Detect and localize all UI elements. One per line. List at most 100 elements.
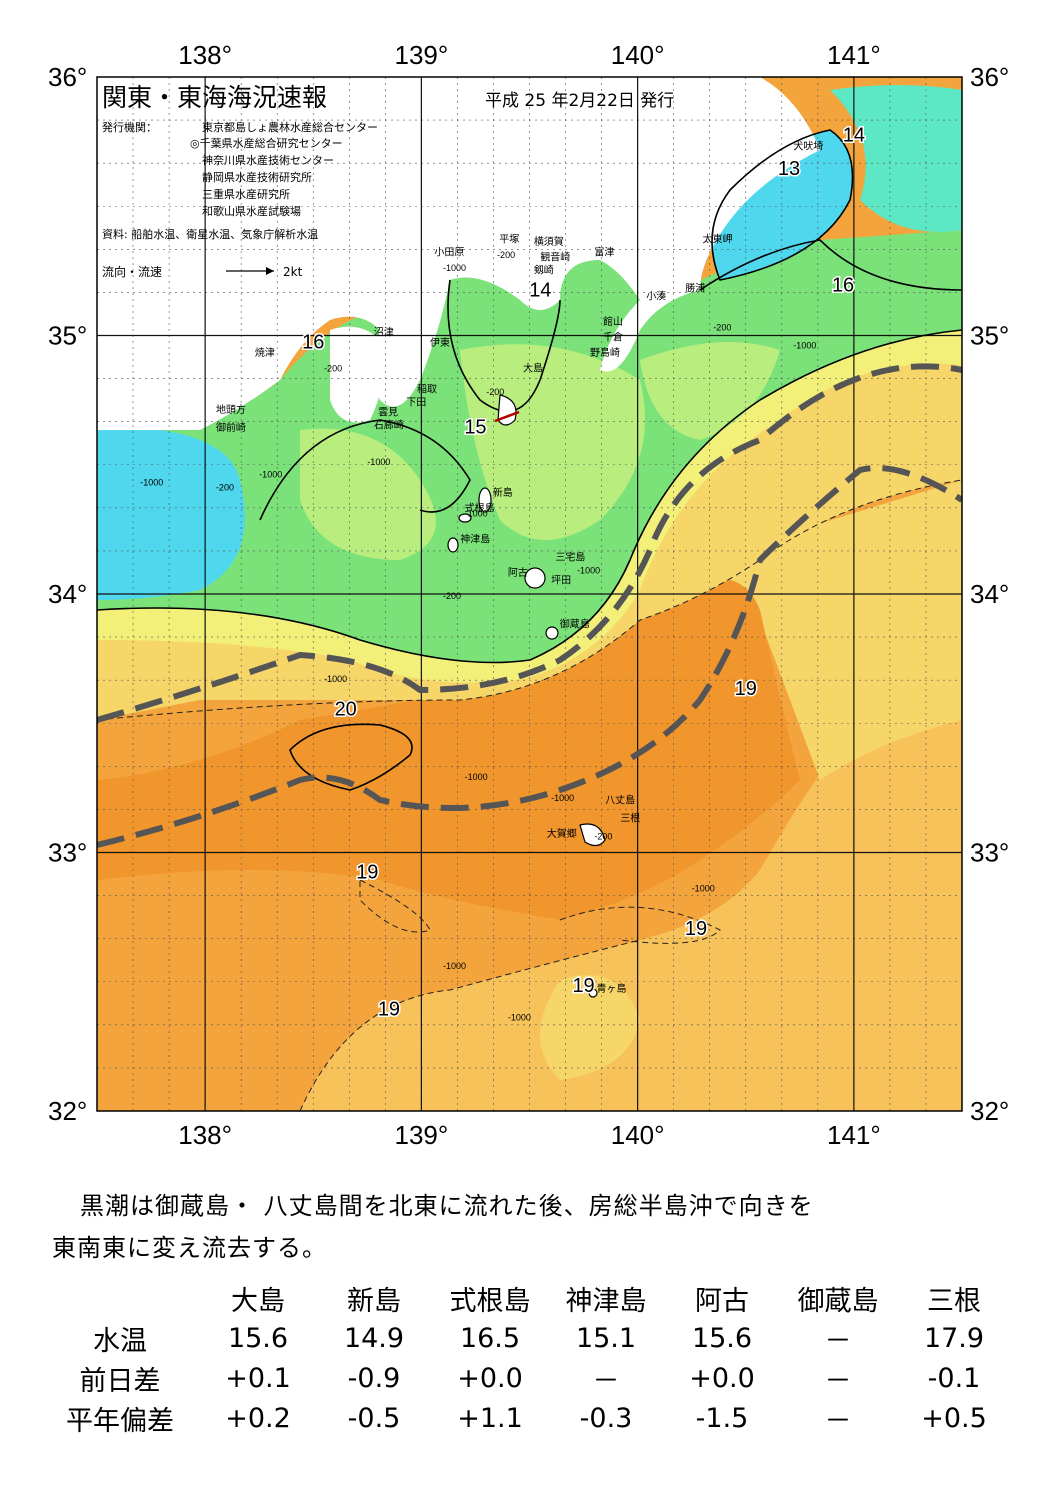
land-honshu bbox=[97, 77, 820, 430]
column-header: 神津島 bbox=[565, 1285, 647, 1317]
place-name: 富津 bbox=[594, 245, 614, 258]
publisher: 三重県水産研究所 bbox=[202, 187, 290, 201]
table-cell: -0.1 bbox=[927, 1362, 981, 1394]
depth-label: -1000 bbox=[508, 1013, 531, 1023]
column-header: 式根島 bbox=[449, 1285, 531, 1317]
publisher: 東京都島しょ農林水産総合センター bbox=[202, 120, 378, 134]
place-name: 大島 bbox=[523, 362, 543, 375]
longitude-label: 140° bbox=[611, 1120, 665, 1150]
zone-light-green-west bbox=[300, 428, 436, 560]
summary-line-2: 東南東に変え流去する。 bbox=[52, 1234, 327, 1262]
latitude-label: 33° bbox=[970, 838, 1009, 868]
zone-aqua-northeast bbox=[830, 85, 962, 232]
isotherm-16-east bbox=[699, 239, 962, 291]
island-hachijojima bbox=[579, 823, 606, 847]
place-name: 剱崎 bbox=[534, 263, 554, 276]
place-name: 稲取 bbox=[417, 383, 437, 395]
publisher-list: 東京都島しょ農林水産総合センター ◎千葉県水産総合研究センター 神奈川県水産技術… bbox=[190, 120, 378, 218]
kuroshio-outer-edge bbox=[97, 465, 962, 848]
place-name: 八丈島 bbox=[605, 793, 635, 806]
isotherms-dashed bbox=[97, 479, 962, 1111]
depth-label: -200 bbox=[443, 591, 461, 601]
issue-date: 平成 25 年2月22日 発行 bbox=[485, 91, 674, 111]
depth-label: -1000 bbox=[443, 961, 466, 971]
island-niijima bbox=[478, 487, 492, 513]
row-label: 平年偏差 bbox=[66, 1405, 174, 1437]
depth-label: -200 bbox=[324, 364, 342, 374]
isotherm-label: 19 bbox=[735, 678, 757, 700]
kuroshio-inner-edge bbox=[97, 363, 962, 723]
observation-table: 大島 新島 式根島 神津島 阿古 御蔵島 三根 水温 15.6 14.9 16.… bbox=[40, 1278, 1012, 1438]
summary-text: 黒潮は御蔵島・ 八丈島間を北東に流れた後、房総半島沖で向きを 東南東に変え流去す… bbox=[52, 1185, 992, 1269]
isotherm-label: 15 bbox=[464, 417, 486, 439]
place-name: 阿古 bbox=[508, 566, 528, 579]
longitude-label: 140° bbox=[611, 40, 665, 70]
table-cell: － bbox=[824, 1405, 852, 1437]
major-grid bbox=[97, 77, 962, 1111]
zone-light-green-center bbox=[460, 344, 645, 540]
longitude-label: 139° bbox=[394, 1120, 448, 1150]
place-name: 青ヶ島 bbox=[597, 982, 627, 995]
depth-labels: -200 -1000 -200 -1000 -1000 -1000 -1000 -1000 -2… bbox=[140, 250, 816, 1023]
land-izu-peninsula bbox=[330, 326, 384, 423]
kuroshio-axis bbox=[97, 363, 962, 848]
place-name: 観音崎 bbox=[540, 251, 570, 264]
place-name: 石廊崎 bbox=[374, 419, 404, 432]
depth-label: -1000 bbox=[324, 674, 347, 684]
isotherm-label: 14 bbox=[843, 125, 865, 147]
table-cell: 15.1 bbox=[575, 1322, 637, 1354]
depth-label: -1000 bbox=[465, 772, 488, 782]
place-name: 千倉 bbox=[603, 331, 623, 344]
latitude-label: 35° bbox=[48, 321, 87, 351]
publisher: 神奈川県水産技術センター bbox=[202, 153, 334, 167]
latitude-label: 35° bbox=[970, 321, 1009, 351]
isotherm-label: 16 bbox=[302, 331, 324, 353]
table-cell: － bbox=[824, 1365, 852, 1397]
publisher: 静岡県水産技術研究所 bbox=[202, 170, 312, 184]
isotherm-label: 19 bbox=[685, 918, 707, 940]
table-cell: +0.0 bbox=[689, 1362, 755, 1394]
publisher: ◎千葉県水産総合研究センター bbox=[190, 136, 343, 150]
legend-speed-label: 2kt bbox=[283, 265, 303, 279]
island-shikinejima bbox=[458, 513, 472, 523]
table-cell: +0.5 bbox=[921, 1402, 987, 1434]
isotherm-14 bbox=[711, 129, 854, 281]
place-name: 焼津 bbox=[255, 347, 275, 359]
table-cell: +0.1 bbox=[225, 1362, 291, 1394]
table-header-row: 大島 新島 式根島 神津島 阿古 御蔵島 三根 bbox=[40, 1278, 1012, 1318]
place-name: 小田原 bbox=[434, 246, 464, 258]
place-name: 勝浦 bbox=[685, 282, 705, 295]
depth-label: -1000 bbox=[551, 793, 574, 803]
place-name: 御蔵島 bbox=[560, 618, 590, 631]
place-name: 御前崎 bbox=[216, 421, 246, 434]
place-name: 小湊 bbox=[646, 289, 666, 302]
isotherm-label: 19 bbox=[572, 975, 594, 997]
map-frame bbox=[96, 76, 963, 1112]
place-name: 雲見 bbox=[378, 407, 398, 419]
table-row: 平年偏差 +0.2 -0.5 +1.1 -0.3 -1.5 － +0.5 bbox=[40, 1398, 1012, 1438]
data-source: 資料: 船舶水温、衛星水温、気象庁解析水温 bbox=[102, 227, 318, 241]
depth-label: -200 bbox=[497, 250, 515, 260]
table-cell: +0.2 bbox=[225, 1402, 291, 1434]
zone-deep-orange bbox=[97, 578, 800, 920]
isotherm-label: 20 bbox=[335, 698, 357, 720]
place-name: 平塚 bbox=[499, 233, 519, 245]
longitude-label: 138° bbox=[178, 40, 232, 70]
zone-cyan-west bbox=[97, 430, 245, 600]
depth-label: -1000 bbox=[443, 263, 466, 273]
depth-label: -1000 bbox=[259, 470, 282, 480]
latitude-label: 34° bbox=[970, 579, 1009, 609]
axis-labels: 138° 138° 139° 139° 140° 140° 141° 141° 36° 36° 35… bbox=[48, 40, 1009, 1150]
place-name: 坪田 bbox=[551, 574, 571, 587]
depth-label: -1000 bbox=[577, 565, 600, 575]
longitude-label: 141° bbox=[827, 1120, 881, 1150]
table-row: 水温 15.6 14.9 16.5 15.1 15.6 － 17.9 bbox=[40, 1318, 1012, 1358]
island-miyakejima bbox=[524, 567, 546, 589]
zone-gold-aogashima bbox=[540, 975, 640, 1080]
column-header: 新島 bbox=[347, 1285, 401, 1317]
isotherm-16-west bbox=[259, 419, 471, 521]
table-cell: -1.5 bbox=[695, 1402, 749, 1434]
longitude-label: 139° bbox=[394, 40, 448, 70]
table-cell: 15.6 bbox=[691, 1322, 753, 1354]
